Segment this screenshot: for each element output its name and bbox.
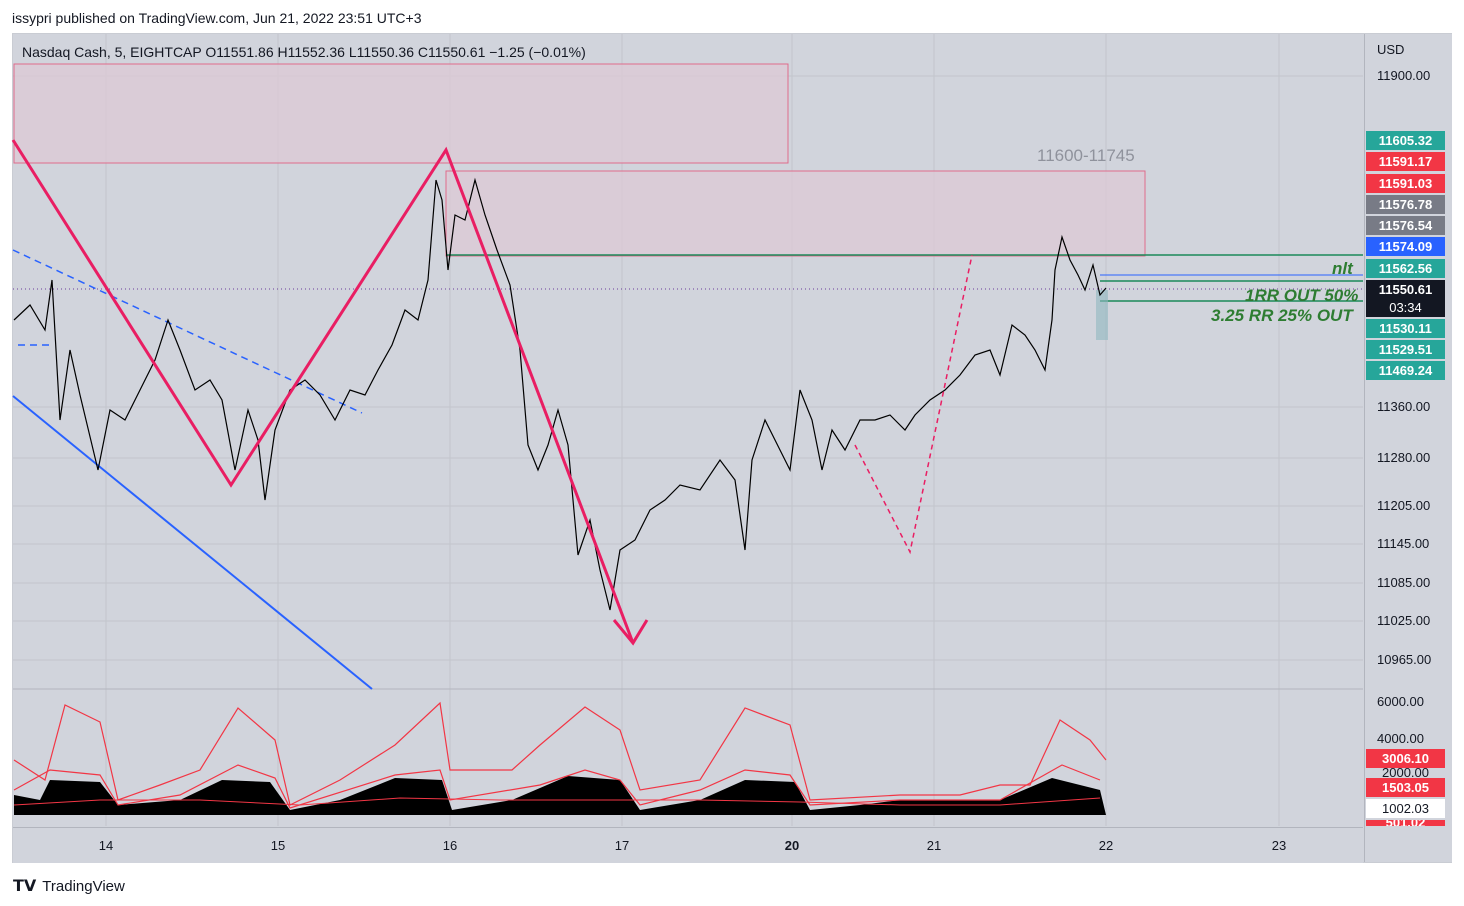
footer-brand[interactable]: 𝗧𝗩 TradingView xyxy=(13,876,125,896)
axis-price-label: 11085.00 xyxy=(1377,575,1431,590)
footer-label: TradingView xyxy=(42,877,125,895)
date-label: 14 xyxy=(98,838,114,853)
price-tag: 11591.03 xyxy=(1366,174,1445,193)
price-tag: 11562.56 xyxy=(1366,259,1445,278)
publish-header: issypri published on TradingView.com, Ju… xyxy=(12,10,422,26)
annotation-rr2: 3.25 RR 25% OUT xyxy=(1211,306,1353,325)
symbol-legend[interactable]: Nasdaq Cash, 5, EIGHTCAP O11551.86 H1155… xyxy=(22,44,586,60)
axis-price-label: 11145.00 xyxy=(1377,536,1430,551)
date-label: 21 xyxy=(926,838,942,853)
zone-label: 11600-11745 xyxy=(1037,146,1135,165)
axis-price-label: 10965.00 xyxy=(1377,652,1432,667)
price-tag: 11576.78 xyxy=(1366,195,1445,214)
countdown-tag: 03:34 xyxy=(1366,298,1445,317)
vol-axis-label: 4000.00 xyxy=(1377,731,1424,746)
date-label: 16 xyxy=(442,838,458,853)
annotation-nlt: nlt xyxy=(1332,259,1353,278)
date-label: 22 xyxy=(1098,838,1114,853)
date-label: 15 xyxy=(270,838,286,853)
vol-tag: 1002.03 xyxy=(1366,799,1445,818)
date-label: 17 xyxy=(614,838,630,853)
price-tag: 11529.51 xyxy=(1366,340,1445,359)
price-tag: 11576.54 xyxy=(1366,216,1445,235)
date-label: 20 xyxy=(784,838,800,853)
price-tag: 11591.17 xyxy=(1366,152,1445,171)
vol-tag: 2000.00 xyxy=(1366,768,1445,778)
price-tag: 11574.09 xyxy=(1366,237,1445,256)
axis-price-label: 11900.00 xyxy=(1377,68,1431,83)
axis-price-label: 11025.00 xyxy=(1377,613,1431,628)
date-label: 23 xyxy=(1271,838,1287,853)
time-axis[interactable] xyxy=(13,827,1363,863)
vol-tag: 501.02 xyxy=(1366,820,1445,826)
price-tag: 11605.32 xyxy=(1366,131,1445,150)
vol-tag: 3006.10 xyxy=(1366,749,1445,768)
vol-tag: 1503.05 xyxy=(1366,778,1445,797)
axis-price-label: 11205.00 xyxy=(1377,498,1431,513)
current-price-tag: 11550.61 xyxy=(1366,280,1445,299)
price-tag: 11469.24 xyxy=(1366,361,1445,380)
tradingview-logo-icon: 𝗧𝗩 xyxy=(13,878,37,895)
price-tag: 11530.11 xyxy=(1366,319,1445,338)
price-axis[interactable] xyxy=(1364,34,1452,862)
currency-label: USD xyxy=(1377,42,1405,57)
axis-price-label: 11280.00 xyxy=(1377,450,1431,465)
vol-axis-label: 6000.00 xyxy=(1377,694,1424,709)
axis-price-label: 11360.00 xyxy=(1377,399,1431,414)
annotation-rr1: 1RR OUT 50% xyxy=(1245,286,1359,305)
